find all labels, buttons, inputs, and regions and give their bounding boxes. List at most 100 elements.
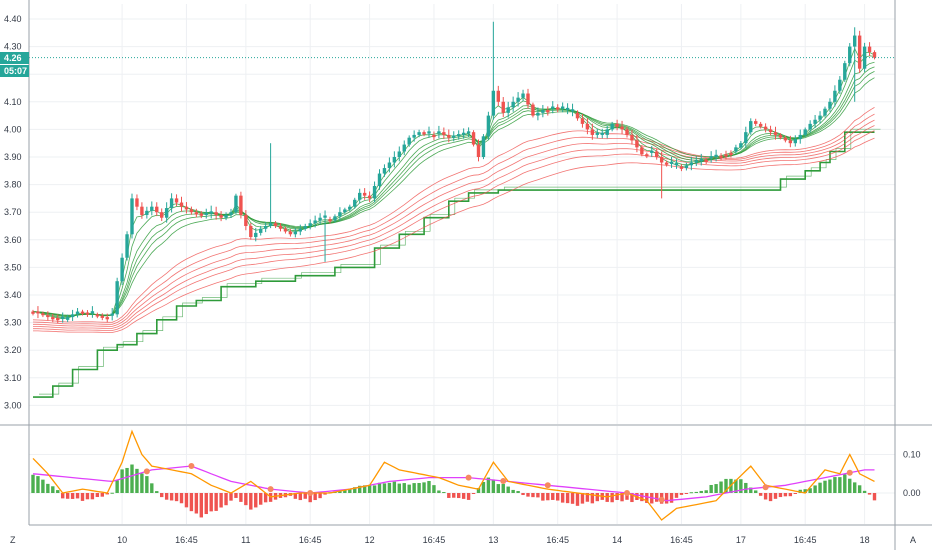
candle-body xyxy=(397,151,401,157)
histogram-bar xyxy=(674,493,679,498)
candle-body xyxy=(367,195,372,199)
histogram-bar xyxy=(719,481,723,493)
histogram-bar xyxy=(481,482,486,493)
candle-body xyxy=(694,160,698,163)
histogram-bar xyxy=(645,493,649,503)
histogram-bar xyxy=(565,493,570,504)
price-tick-label: 4.30 xyxy=(4,42,22,52)
candle-body xyxy=(353,199,357,207)
candle-body xyxy=(674,163,679,166)
histogram-bar xyxy=(85,493,90,500)
candle-body xyxy=(150,206,154,211)
histogram-bar xyxy=(848,478,852,493)
candle-body xyxy=(249,226,253,238)
candle-body xyxy=(843,63,847,80)
candle-body xyxy=(56,318,60,321)
histogram-bar xyxy=(808,488,812,493)
candle-body xyxy=(828,101,832,109)
candle-body xyxy=(214,212,218,215)
histogram-bar xyxy=(36,476,40,493)
time-scale[interactable]: 10 16:45 11 16:45 12 16:45 13 16:45 14 16:45 17 16:… xyxy=(117,535,870,545)
histogram-bar xyxy=(130,464,134,493)
candle-body xyxy=(818,115,822,120)
candle-body xyxy=(763,126,768,130)
candle-body xyxy=(546,110,550,113)
histogram-bar xyxy=(560,493,565,503)
histogram-bar xyxy=(838,477,842,493)
cross-dot xyxy=(624,490,630,496)
histogram-bar xyxy=(259,493,263,505)
histogram-bar xyxy=(872,493,877,501)
histogram-bar xyxy=(471,493,476,494)
candle-body xyxy=(343,209,347,213)
histogram-bar xyxy=(343,489,347,493)
candle-body xyxy=(560,106,565,109)
candle-body xyxy=(664,162,669,165)
histogram-bar xyxy=(754,490,758,493)
histogram-bar xyxy=(70,493,75,499)
histogram-bar xyxy=(353,487,357,493)
candle-body xyxy=(516,97,520,102)
candle-body xyxy=(105,317,109,320)
slow-ma-line xyxy=(33,130,875,331)
histogram-bar xyxy=(833,477,837,493)
candle-body xyxy=(655,151,659,157)
slow-ma-line xyxy=(32,107,875,323)
price-tick-label: 3.90 xyxy=(4,152,22,162)
histogram-bar xyxy=(298,493,302,501)
histogram-bar xyxy=(466,493,471,500)
candle-body xyxy=(848,46,852,64)
candle-body xyxy=(135,198,139,207)
candle-body xyxy=(318,217,322,221)
candle-body xyxy=(130,198,134,235)
histogram-bar xyxy=(664,493,669,504)
candle-body xyxy=(862,46,867,69)
price-tick-label: 4.10 xyxy=(4,97,22,107)
histogram-bar xyxy=(590,493,595,504)
candle-body xyxy=(402,144,406,152)
price-tick-label: 3.60 xyxy=(4,235,22,245)
histogram-bar xyxy=(447,493,451,498)
candle-body xyxy=(432,134,436,138)
auto-scale-button[interactable]: A xyxy=(910,535,916,545)
histogram-bar xyxy=(65,493,70,499)
histogram-bar xyxy=(56,490,60,493)
candle-body xyxy=(199,213,203,216)
candle-body xyxy=(813,119,817,124)
candle-body xyxy=(793,139,797,144)
oscillator-scale[interactable]: 0.10 0.00 xyxy=(903,450,921,499)
cross-dot xyxy=(188,463,195,470)
osc-tick-label: 0.00 xyxy=(903,488,921,498)
histogram-bar xyxy=(620,493,624,502)
candle-body xyxy=(773,132,778,135)
price-scale[interactable]: 4.404.304.204.104.003.903.803.703.603.50… xyxy=(4,14,22,410)
histogram-bar xyxy=(630,493,634,503)
grid-lines xyxy=(29,4,895,524)
last-price-badge: 4.26 05:07 xyxy=(0,52,29,77)
candle-body xyxy=(590,129,595,135)
time-tick-label: 17 xyxy=(736,535,746,545)
time-tick-label: 16:45 xyxy=(794,535,817,545)
osc-tick-label: 0.10 xyxy=(903,450,921,460)
candle-body xyxy=(358,192,362,200)
candle-body xyxy=(595,132,599,135)
histogram-bar xyxy=(853,482,857,493)
candle-body xyxy=(714,154,718,157)
timezone-button[interactable]: Z xyxy=(10,535,16,545)
candle-body xyxy=(659,157,664,163)
histogram-bar xyxy=(254,493,258,508)
candle-body xyxy=(100,315,104,318)
candle-body xyxy=(754,121,758,124)
candle-body xyxy=(615,123,619,127)
histogram-bar xyxy=(679,493,684,495)
histogram-bar xyxy=(541,493,545,501)
histogram-bar xyxy=(105,493,109,495)
candle-body xyxy=(551,106,555,109)
candle-body xyxy=(194,212,199,215)
candle-body xyxy=(184,206,189,210)
candle-body xyxy=(293,231,298,235)
histogram-bar xyxy=(303,493,307,499)
histogram-bar xyxy=(442,492,446,494)
candle-body xyxy=(254,232,258,238)
